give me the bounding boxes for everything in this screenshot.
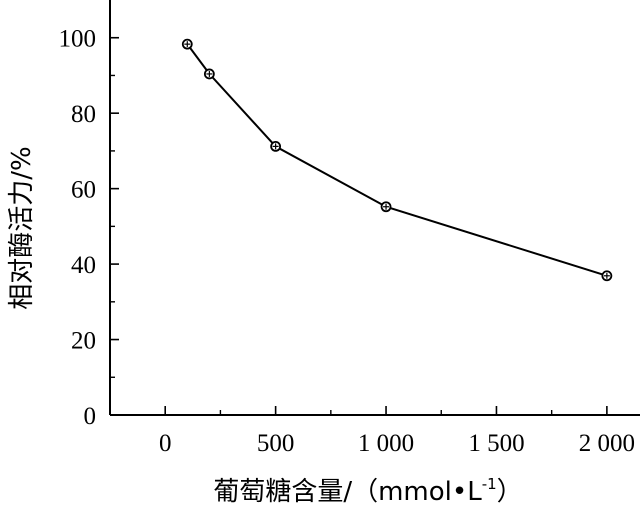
x-axis-title: 葡萄糖含量/（mmol•L-1） xyxy=(213,475,522,507)
x-tick-label: 2 000 xyxy=(579,430,635,457)
y-axis-title: 相对酶活力/% xyxy=(7,146,37,309)
y-tick-label: 20 xyxy=(71,328,96,355)
x-tick-label: 0 xyxy=(159,430,172,457)
series-group xyxy=(181,38,613,282)
x-tick-label: 1 000 xyxy=(358,430,414,457)
data-point xyxy=(270,140,282,152)
y-tick-label: 100 xyxy=(59,26,97,53)
y-tick-label: 40 xyxy=(71,252,96,279)
x-tick-label: 1 500 xyxy=(468,430,524,457)
y-axis-ticks: 0 20 40 60 80 100 xyxy=(59,26,119,430)
data-point xyxy=(203,68,215,80)
data-point xyxy=(601,270,613,282)
x-axis-title-superscript: -1 xyxy=(482,475,497,493)
x-axis-ticks: 0 500 1 000 1 500 2 000 xyxy=(109,406,635,457)
y-tick-label: 0 xyxy=(84,403,97,430)
x-tick-label: 500 xyxy=(257,430,295,457)
y-tick-label: 80 xyxy=(71,101,96,128)
data-point xyxy=(380,201,392,213)
data-point xyxy=(181,38,193,50)
series-line xyxy=(186,43,608,277)
y-tick-label: 60 xyxy=(71,177,96,204)
axes xyxy=(109,0,640,416)
